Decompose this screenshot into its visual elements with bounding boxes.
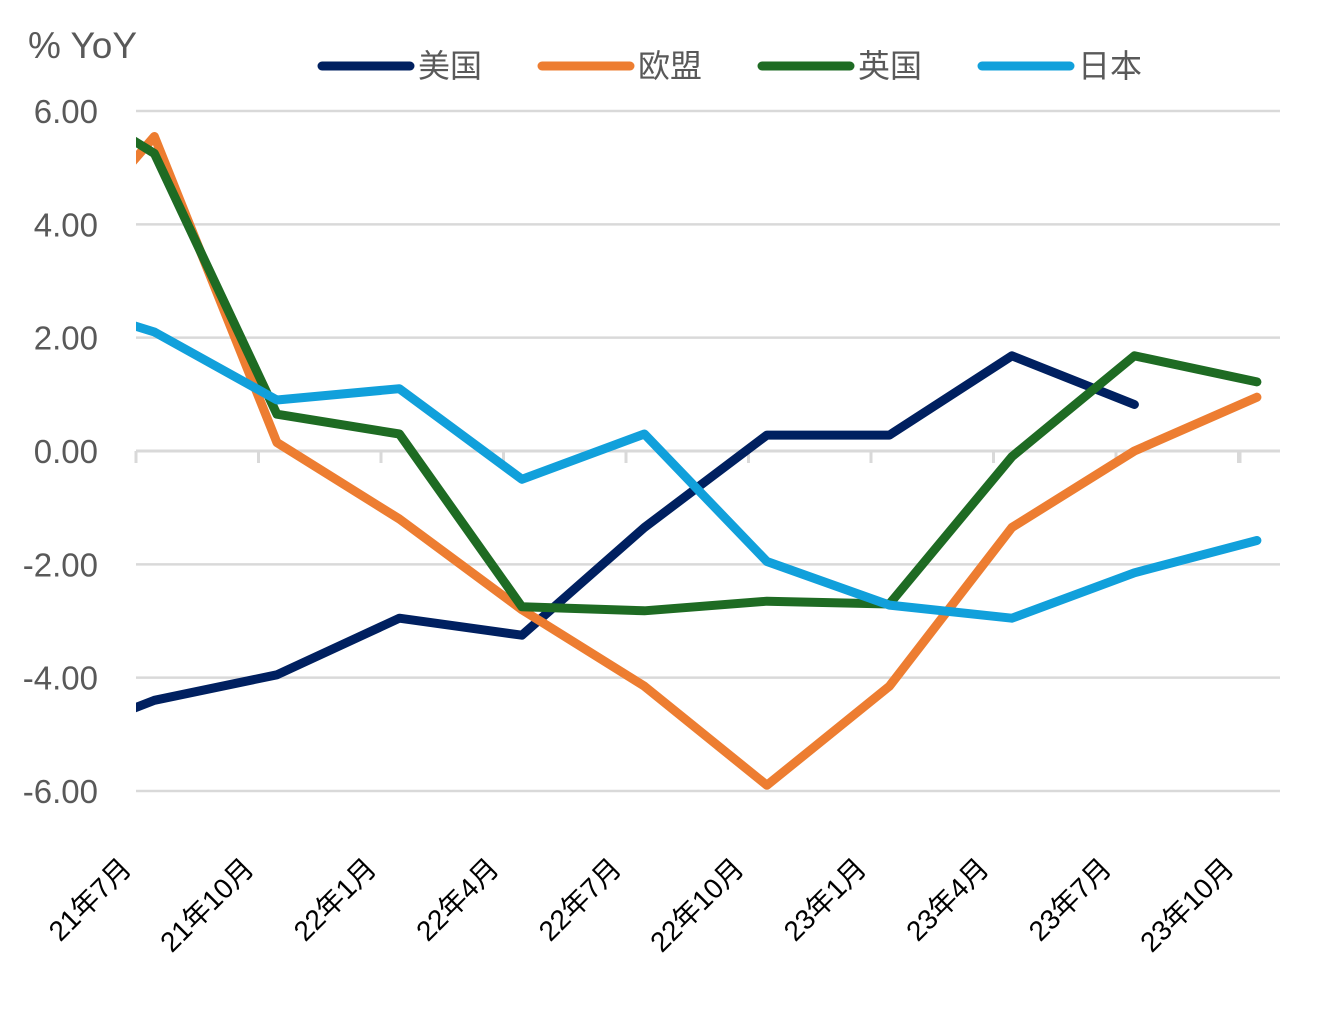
x-tick-label: 23年7月 (1023, 852, 1118, 947)
legend-label: 日本 (1078, 48, 1142, 84)
y-tick-label: 4.00 (34, 206, 98, 243)
y-tick-label: -4.00 (23, 660, 98, 697)
series-line (136, 321, 1262, 623)
x-tick-label: 23年10月 (1134, 852, 1240, 958)
grid-layer (136, 109, 1280, 793)
legend-label: 英国 (858, 48, 922, 84)
y-tick-label: 6.00 (34, 93, 98, 130)
y-axis: 6.00 4.00 2.00 0.00 -2.00 -4.00 -6.00 (23, 93, 98, 810)
x-tick-label: 21年7月 (43, 852, 138, 947)
series-layer (136, 132, 1262, 790)
series-line (136, 351, 1139, 713)
x-tick-label: 22年10月 (644, 852, 750, 958)
legend: 美国 欧盟 英国 日本 (317, 48, 1142, 84)
x-tick-label: 23年1月 (778, 852, 873, 947)
y-tick-label: 0.00 (34, 433, 98, 470)
y-axis-title: % YoY (28, 25, 137, 66)
x-tick-label: 23年4月 (900, 852, 995, 947)
y-tick-label: -6.00 (23, 773, 98, 810)
legend-label: 欧盟 (638, 48, 702, 84)
x-tick-label: 22年4月 (410, 852, 505, 947)
y-tick-label: 2.00 (34, 320, 98, 357)
y-tick-label: -2.00 (23, 546, 98, 583)
x-tick-label: 22年7月 (533, 852, 628, 947)
x-tick-label: 22年1月 (288, 852, 383, 947)
x-tick-label: 21年10月 (154, 852, 260, 958)
series-line (136, 136, 1262, 616)
legend-label: 美国 (418, 48, 482, 84)
series-line (136, 132, 1262, 790)
